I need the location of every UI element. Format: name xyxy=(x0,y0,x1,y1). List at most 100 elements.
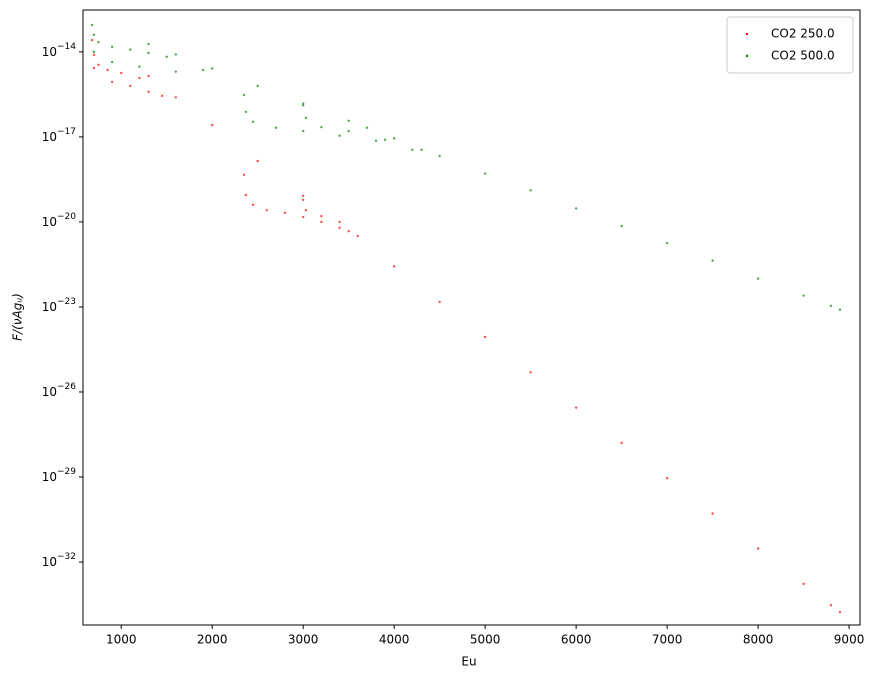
data-point xyxy=(301,104,305,107)
data-point xyxy=(106,68,109,72)
data-point xyxy=(301,198,305,202)
data-point xyxy=(711,259,714,262)
data-point xyxy=(320,214,323,218)
data-point xyxy=(283,211,287,214)
data-point xyxy=(711,512,714,515)
x-tick-label: 5000 xyxy=(470,633,501,647)
y-tick-label: 10−32 xyxy=(42,552,76,569)
legend-marker xyxy=(745,32,749,36)
y-tick-label: 10−29 xyxy=(42,467,77,484)
data-point xyxy=(301,215,305,219)
data-point xyxy=(756,547,760,550)
data-point xyxy=(411,148,414,152)
data-point xyxy=(251,203,255,207)
data-point xyxy=(365,126,369,129)
data-point xyxy=(338,134,341,137)
data-point xyxy=(210,67,214,70)
data-point xyxy=(347,230,350,233)
legend-label: CO2 250.0 xyxy=(771,27,835,41)
data-point xyxy=(244,110,248,114)
data-point xyxy=(256,159,259,163)
y-tick-label: 10−14 xyxy=(42,41,77,58)
data-point xyxy=(210,123,214,127)
data-point xyxy=(129,48,132,51)
y-tick-label: 10−17 xyxy=(42,126,76,143)
data-point xyxy=(274,126,278,129)
legend-box xyxy=(726,16,854,74)
data-point xyxy=(138,65,141,68)
data-point xyxy=(574,406,578,409)
x-tick-label: 6000 xyxy=(561,633,592,647)
y-tick-label: 10−26 xyxy=(42,381,77,398)
data-point xyxy=(201,68,205,72)
data-point xyxy=(147,74,150,78)
data-point xyxy=(483,172,487,175)
data-point xyxy=(802,582,805,586)
data-point xyxy=(320,220,323,224)
data-point xyxy=(242,173,246,176)
data-point xyxy=(120,71,123,75)
data-point xyxy=(529,189,532,192)
data-point xyxy=(129,84,132,88)
data-point xyxy=(256,84,259,88)
data-point xyxy=(529,371,532,374)
data-point xyxy=(301,102,305,105)
data-point xyxy=(620,441,623,445)
x-tick-label: 1000 xyxy=(106,633,137,647)
plot-frame xyxy=(82,9,861,626)
data-point xyxy=(420,148,423,152)
x-tick-label: 9000 xyxy=(834,633,865,647)
data-point xyxy=(392,137,396,140)
data-point xyxy=(110,60,114,64)
data-point xyxy=(438,300,441,304)
data-point xyxy=(347,119,350,122)
x-tick-label: 4000 xyxy=(379,633,410,647)
data-point xyxy=(304,208,308,212)
data-point xyxy=(110,80,114,84)
data-point xyxy=(147,51,150,55)
data-point xyxy=(829,603,833,607)
data-point xyxy=(92,33,96,37)
data-point xyxy=(160,94,164,98)
data-point xyxy=(301,194,305,198)
data-point xyxy=(665,476,669,480)
legend-marker xyxy=(745,54,749,58)
data-point xyxy=(242,93,246,97)
data-point xyxy=(838,308,842,311)
data-point xyxy=(802,294,805,297)
data-point xyxy=(620,224,623,228)
data-point xyxy=(97,63,100,66)
data-point xyxy=(756,277,760,280)
data-point xyxy=(165,55,168,58)
data-point xyxy=(90,38,94,42)
y-axis-label: F/(νAgᵤ) xyxy=(11,293,25,341)
data-point xyxy=(483,335,487,339)
x-tick-label: 3000 xyxy=(288,633,319,647)
data-point xyxy=(383,138,387,141)
data-point xyxy=(174,96,178,99)
data-point xyxy=(438,154,441,158)
data-point xyxy=(829,304,833,307)
data-point xyxy=(838,610,842,614)
data-point xyxy=(320,125,323,129)
data-point xyxy=(338,220,341,224)
data-point xyxy=(92,66,96,70)
data-point xyxy=(374,139,378,142)
data-point xyxy=(665,241,669,245)
data-point xyxy=(301,129,305,133)
y-tick-label: 10−20 xyxy=(42,211,77,228)
data-point xyxy=(138,76,141,80)
data-point xyxy=(174,70,178,73)
data-point xyxy=(265,208,268,212)
data-point xyxy=(174,53,178,56)
x-axis-label: Eu xyxy=(461,655,476,669)
data-point xyxy=(392,265,396,268)
data-point xyxy=(147,90,150,93)
data-point xyxy=(90,23,94,27)
data-point xyxy=(347,129,350,133)
data-point xyxy=(251,120,255,124)
legend-label: CO2 500.0 xyxy=(771,49,835,63)
data-point xyxy=(338,226,341,230)
data-point xyxy=(92,50,96,54)
